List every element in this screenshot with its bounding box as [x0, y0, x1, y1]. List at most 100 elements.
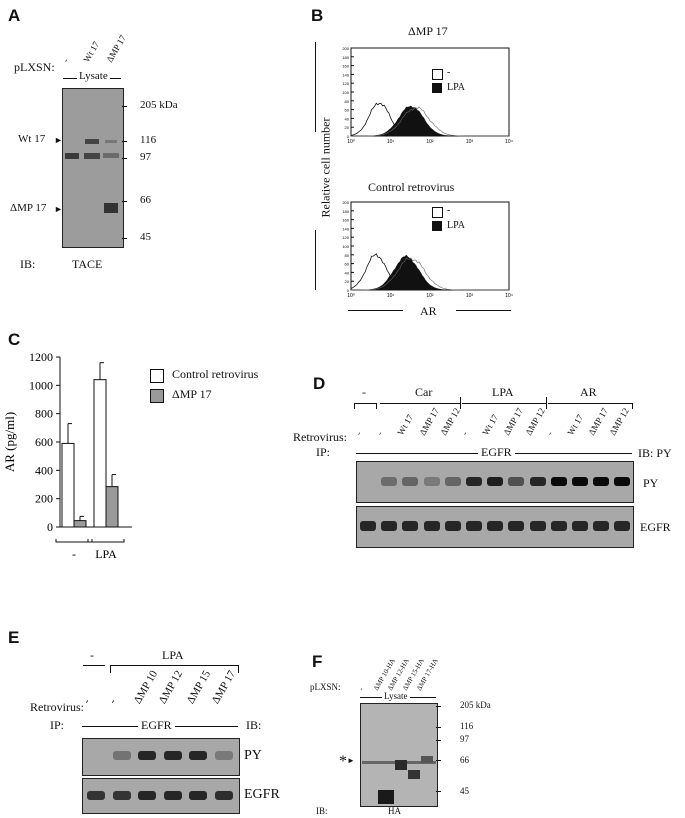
- band: [423, 477, 440, 486]
- band: [360, 521, 376, 531]
- histogram-untreated-tail: [351, 257, 509, 291]
- lane-label-a-3: ΔMP 17: [104, 33, 128, 64]
- marker-f-97: 97: [460, 734, 469, 744]
- band: [381, 521, 398, 531]
- lane-label-d-10: -: [544, 429, 555, 437]
- arrow-icon-wt17: ►: [54, 135, 63, 145]
- band: [163, 791, 182, 800]
- y-tick-label: 0: [47, 520, 53, 534]
- band: [138, 791, 156, 800]
- lane-label-e-6: ΔMP 17: [209, 668, 239, 706]
- arrow-icon-dmp17: ►: [54, 204, 63, 214]
- x-tick-label: 10²: [426, 139, 434, 145]
- group-label-d-none: -: [362, 385, 366, 399]
- band: [444, 521, 461, 531]
- legend-label-filled-top: LPA: [447, 82, 465, 93]
- band: [402, 477, 419, 486]
- band: [508, 477, 525, 486]
- category-label: -: [72, 547, 76, 561]
- band: [593, 521, 610, 531]
- lane-label-a-2: Wt 17: [81, 39, 102, 64]
- x-tick-label: 10⁴: [505, 293, 513, 299]
- lane-label-d-5: ΔMP 12: [438, 406, 462, 437]
- band: [112, 751, 131, 760]
- y-tick-label: 60: [345, 108, 350, 113]
- panel-label-b: B: [311, 6, 324, 25]
- panel-label-d: D: [313, 374, 326, 393]
- band: [87, 791, 105, 800]
- lane-label-d-4: ΔMP 17: [416, 406, 441, 437]
- marker-a-66: 66: [140, 194, 151, 206]
- lane-label-e-2: -: [106, 696, 119, 706]
- legend-swatch-open-bottom: [432, 207, 443, 218]
- y-tick-label: 80: [345, 99, 350, 104]
- bar: [105, 486, 119, 528]
- lane-label-e-5: ΔMP 15: [184, 668, 214, 706]
- legend-swatch-open-top: [432, 69, 443, 80]
- lane-label-a-1: -: [60, 56, 71, 64]
- bar-chart: 0 200 400 600 800 1000 1200 AR (pg/ml) - LPA: [2, 350, 132, 561]
- legend-label-open-bottom: -: [447, 205, 451, 216]
- legend-label-dmp17: ΔMP 17: [172, 387, 212, 401]
- band: [572, 521, 588, 531]
- blot-e-py: [82, 738, 240, 776]
- plot-frame: [350, 201, 510, 291]
- lane-label-e-3: ΔMP 10: [131, 668, 161, 706]
- blot-e-egfr: [82, 778, 240, 814]
- ib-label-a: IB:: [20, 257, 36, 271]
- y-tick-label: 140: [342, 226, 349, 231]
- legend-swatch-dmp17: [150, 389, 164, 403]
- lysate-label-f: Lysate: [382, 691, 410, 701]
- histogram-xlabel: AR: [420, 304, 437, 318]
- band: [163, 751, 182, 760]
- band: [466, 477, 482, 486]
- panel-label-a: A: [8, 6, 21, 25]
- y-tick-label: 20: [345, 279, 350, 284]
- histogram-untreated: [350, 253, 509, 291]
- histogram-lpa: [351, 254, 509, 291]
- y-tick-label: 200: [35, 492, 53, 506]
- y-tick-label: 60: [345, 262, 350, 267]
- y-tick-label: 20: [345, 125, 350, 130]
- band: [550, 477, 567, 486]
- y-tick-label: 200: [342, 200, 349, 205]
- y-axis-label: AR (pg/ml): [2, 412, 17, 472]
- category-label: LPA: [95, 547, 117, 561]
- marker-f-45: 45: [460, 786, 469, 796]
- marker-f-116: 116: [460, 721, 474, 731]
- row-label-e-py: PY: [244, 748, 262, 763]
- group-label-d-car: Car: [415, 385, 433, 399]
- x-tick-label: 10⁰: [347, 139, 355, 145]
- y-tick-label: 1000: [29, 378, 53, 392]
- band: [572, 477, 588, 486]
- band: [593, 477, 610, 486]
- ib-target-f: HA: [388, 806, 401, 816]
- row-label-d-py: PY: [643, 476, 659, 490]
- histogram-title-bottom: Control retrovirus: [368, 180, 455, 194]
- band: [402, 521, 419, 531]
- band-label-dmp17: ΔMP 17: [10, 202, 47, 214]
- ip-label-d: IP:: [316, 445, 331, 459]
- retrovirus-label-e: Retrovirus:: [30, 700, 84, 714]
- y-tick-label: 200: [342, 46, 349, 51]
- band: [189, 751, 207, 760]
- panel-label-c: C: [8, 330, 21, 349]
- y-tick-label: 120: [342, 235, 349, 240]
- band: [112, 791, 131, 800]
- ip-label-e: IP:: [50, 718, 65, 732]
- row-label-e-egfr: EGFR: [244, 787, 280, 802]
- y-tick-label: 1200: [29, 350, 53, 364]
- blot-f: [360, 703, 438, 807]
- y-tick-label: 80: [345, 253, 350, 258]
- lane-label-d-3: Wt 17: [395, 412, 416, 437]
- x-tick-label: 10¹: [387, 293, 395, 299]
- band: [466, 521, 482, 531]
- y-tick-label: 180: [342, 209, 349, 214]
- y-tick-label: 40: [345, 116, 350, 121]
- y-tick-label: 40: [345, 270, 350, 275]
- y-tick-label: 400: [35, 463, 53, 477]
- lane-label-e-4: ΔMP 12: [156, 668, 186, 706]
- panel-label-e: E: [8, 628, 20, 647]
- legend-label-open-top: -: [447, 67, 451, 78]
